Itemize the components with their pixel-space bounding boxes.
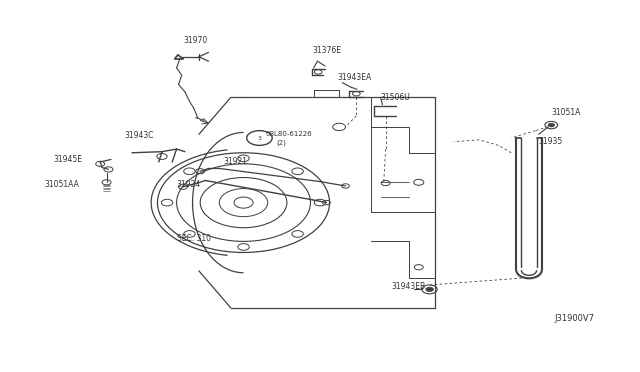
Text: 31051AA: 31051AA xyxy=(45,180,79,189)
Text: 31945E: 31945E xyxy=(54,154,83,164)
Text: (2): (2) xyxy=(276,139,287,146)
Text: 31051A: 31051A xyxy=(551,108,580,117)
Circle shape xyxy=(426,287,433,292)
Text: 31506U: 31506U xyxy=(381,93,410,102)
Text: 3: 3 xyxy=(257,135,262,141)
Text: 08L80-61226: 08L80-61226 xyxy=(266,131,312,137)
Text: 31935: 31935 xyxy=(539,137,563,146)
Text: SEC. 310: SEC. 310 xyxy=(177,234,211,243)
Text: 31943EA: 31943EA xyxy=(337,73,371,82)
Text: 31921: 31921 xyxy=(223,157,247,166)
Text: 31970: 31970 xyxy=(183,36,207,45)
Text: 31943EB: 31943EB xyxy=(392,282,426,291)
Text: 31943C: 31943C xyxy=(124,131,154,140)
Text: J31900V7: J31900V7 xyxy=(554,314,595,323)
Text: 31924: 31924 xyxy=(176,180,200,189)
Text: 31376E: 31376E xyxy=(312,46,341,55)
Circle shape xyxy=(548,123,554,127)
